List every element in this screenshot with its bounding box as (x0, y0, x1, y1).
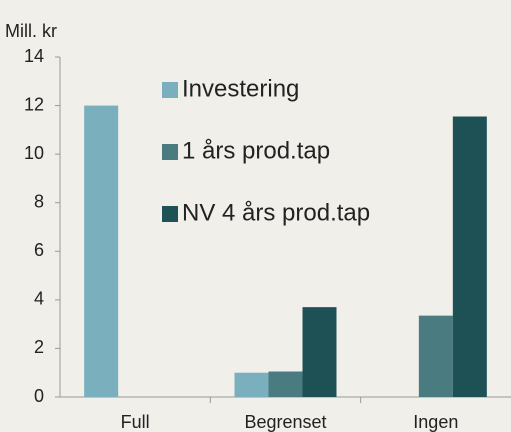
x-tick-label: Full (121, 412, 150, 432)
bar (418, 315, 453, 397)
y-tick-label: 0 (34, 386, 44, 406)
legend-swatch (162, 144, 178, 160)
bar (452, 116, 487, 397)
bar (84, 105, 119, 398)
legend-label: 1 års prod.tap (182, 137, 330, 164)
y-tick-label: 2 (34, 337, 44, 357)
y-axis-label: Mill. kr (5, 21, 57, 41)
bar (302, 307, 337, 397)
x-tick-label: Ingen (413, 412, 458, 432)
y-tick-label: 8 (34, 191, 44, 211)
legend-swatch (162, 206, 178, 222)
y-tick-label: 14 (24, 46, 44, 66)
y-tick-label: 10 (24, 143, 44, 163)
legend-label: Investering (182, 75, 299, 102)
x-tick-label: Begrenset (244, 412, 326, 432)
y-tick-label: 12 (24, 94, 44, 114)
bar (268, 371, 303, 397)
legend-label: NV 4 års prod.tap (182, 199, 370, 226)
bar (234, 372, 269, 397)
legend-swatch (162, 82, 178, 98)
y-tick-label: 4 (34, 289, 44, 309)
y-tick-label: 6 (34, 240, 44, 260)
